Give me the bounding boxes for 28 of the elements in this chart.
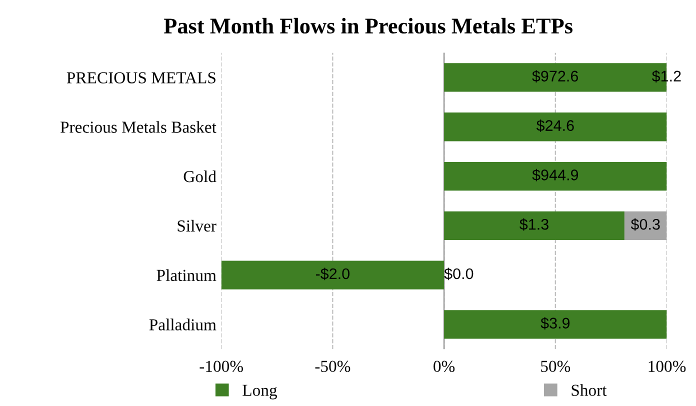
y-tick-label: Palladium — [149, 318, 216, 330]
annotation: $972.6 — [532, 70, 578, 82]
y-tick-label: Silver — [178, 220, 216, 232]
legend-label: Long — [242, 384, 277, 400]
bar — [444, 112, 667, 142]
annotation: $3.9 — [540, 317, 570, 330]
y-tick-label: PRECIOUS METALS — [66, 72, 216, 84]
x-tick-label: 100% — [648, 360, 686, 372]
legend-label: Short — [572, 384, 607, 396]
annotation: $0.3 — [630, 218, 660, 231]
y-tick-label: Gold — [184, 170, 216, 182]
annotation: $1.3 — [520, 218, 548, 231]
chart-title: Past Month Flows in Precious Metals ETPs — [164, 18, 573, 34]
x-tick-label: -100% — [200, 360, 243, 372]
bar — [444, 162, 667, 191]
y-tick-label: Precious Metals Basket — [60, 121, 216, 133]
bar — [444, 211, 624, 240]
x-tick-label: -50% — [315, 360, 350, 372]
annotation: -$2.0 — [316, 268, 350, 280]
annotation: $24.6 — [536, 120, 574, 132]
bar — [221, 260, 444, 290]
y-tick-label: Platinum — [156, 269, 216, 282]
annotation: $944.9 — [532, 168, 578, 182]
x-tick-label: 50% — [541, 360, 570, 372]
bar — [444, 310, 667, 339]
bar — [624, 211, 667, 240]
annotation: $0.0 — [444, 268, 474, 280]
x-tick-label: 0% — [434, 360, 455, 372]
